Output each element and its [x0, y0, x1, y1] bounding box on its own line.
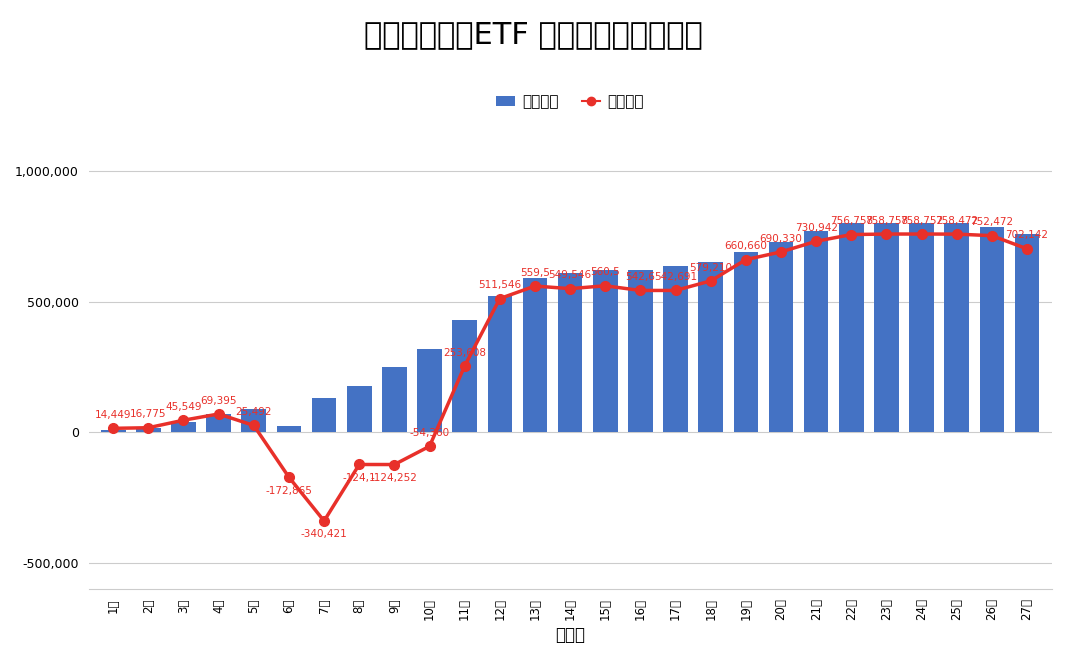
Bar [241, 409, 266, 432]
Bar [101, 430, 126, 432]
Text: 758,752: 758,752 [901, 215, 943, 225]
Bar [768, 242, 793, 432]
Text: -54,360: -54,360 [410, 428, 449, 438]
Text: 702,142: 702,142 [1005, 231, 1049, 241]
Bar [803, 231, 828, 432]
Text: 559,5: 559,5 [520, 268, 550, 277]
Text: 756,758: 756,758 [830, 216, 873, 226]
Bar [944, 223, 969, 432]
Bar [452, 320, 477, 432]
Legend: 累計利益, 実現損益: 累計利益, 実現損益 [490, 88, 650, 115]
Text: 690,330: 690,330 [760, 233, 802, 244]
Text: 45,549: 45,549 [165, 402, 202, 412]
Text: 549,546: 549,546 [548, 270, 592, 280]
Bar [276, 426, 301, 432]
Bar [909, 223, 934, 432]
X-axis label: 経過週: 経過週 [555, 626, 585, 644]
Bar [523, 278, 547, 432]
Bar [1015, 234, 1039, 432]
Bar [699, 262, 723, 432]
Bar [382, 367, 407, 432]
Text: -124,1: -124,1 [343, 473, 376, 483]
Text: 730,942: 730,942 [795, 223, 838, 233]
Bar [980, 227, 1004, 432]
Text: 14,449: 14,449 [95, 410, 131, 420]
Text: -124,252: -124,252 [371, 473, 418, 483]
Bar [347, 386, 371, 432]
Text: 758,758: 758,758 [865, 215, 908, 225]
Text: -340,421: -340,421 [301, 529, 348, 539]
Text: 16,775: 16,775 [130, 409, 166, 419]
Bar [417, 349, 442, 432]
Text: 69,395: 69,395 [201, 395, 237, 406]
Bar [137, 428, 161, 432]
Text: 542,691: 542,691 [654, 272, 697, 282]
Bar [874, 223, 898, 432]
Bar [312, 398, 336, 432]
Text: 752,472: 752,472 [970, 217, 1014, 227]
Text: 579,210: 579,210 [689, 262, 732, 273]
Bar [488, 297, 512, 432]
Text: トライオートETF ピラミッド戦略実績: トライオートETF ピラミッド戦略実績 [364, 20, 703, 49]
Bar [171, 422, 196, 432]
Text: 758,472: 758,472 [935, 215, 978, 226]
Bar [839, 223, 863, 432]
Bar [206, 414, 230, 432]
Bar [593, 270, 618, 432]
Text: 660,660: 660,660 [724, 241, 767, 251]
Text: 25,492: 25,492 [236, 407, 272, 417]
Text: 253,608: 253,608 [443, 347, 487, 358]
Bar [628, 270, 653, 432]
Text: 560,5: 560,5 [590, 268, 620, 277]
Bar [733, 252, 759, 432]
Bar [558, 273, 583, 432]
Text: 542,6: 542,6 [625, 272, 655, 282]
Text: 511,546: 511,546 [478, 280, 522, 290]
Bar [664, 266, 688, 432]
Text: -172,865: -172,865 [266, 486, 313, 496]
